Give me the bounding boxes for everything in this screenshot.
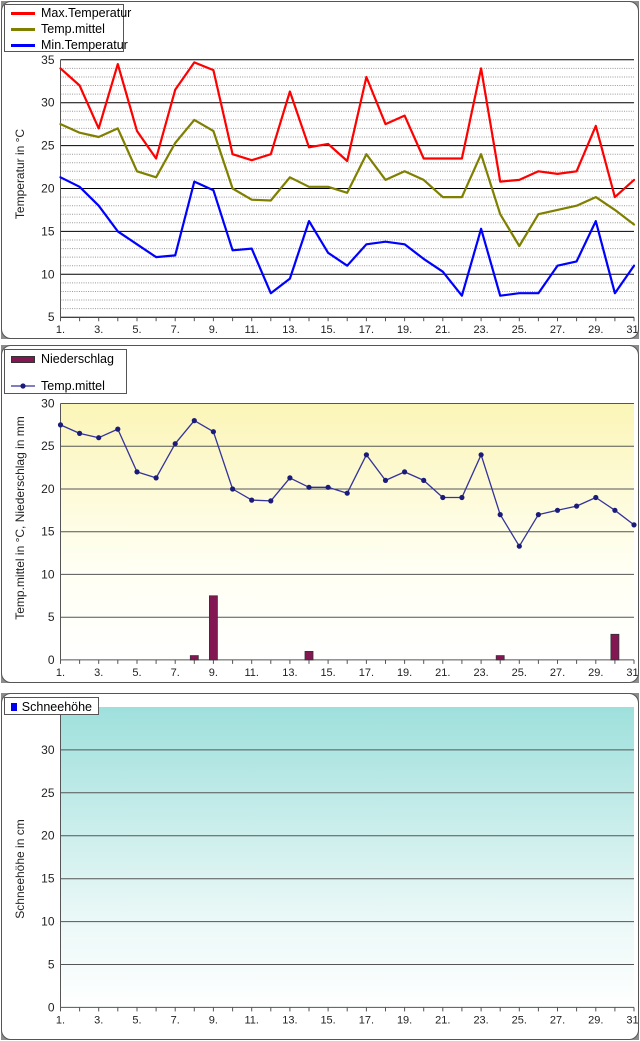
svg-text:15.: 15.	[320, 1014, 335, 1026]
svg-text:20: 20	[41, 482, 55, 496]
svg-text:13.: 13.	[282, 1014, 297, 1026]
svg-text:15: 15	[41, 525, 55, 539]
svg-text:3.: 3.	[94, 324, 103, 336]
svg-text:20: 20	[41, 829, 55, 843]
svg-text:23.: 23.	[473, 667, 488, 679]
svg-text:31.: 31.	[626, 324, 639, 336]
svg-text:5.: 5.	[132, 324, 141, 336]
svg-text:13.: 13.	[282, 667, 297, 679]
svg-text:30: 30	[41, 96, 55, 110]
svg-text:Temperatur in °C: Temperatur in °C	[13, 129, 27, 219]
svg-text:3.: 3.	[94, 667, 103, 679]
svg-text:17.: 17.	[359, 324, 374, 336]
svg-text:9.: 9.	[209, 324, 218, 336]
svg-text:31.: 31.	[626, 667, 639, 679]
svg-text:Schneehöhe in cm: Schneehöhe in cm	[13, 819, 27, 918]
svg-text:10: 10	[41, 567, 55, 581]
svg-text:21.: 21.	[435, 1014, 450, 1026]
svg-text:25: 25	[41, 439, 55, 453]
svg-text:15.: 15.	[320, 667, 335, 679]
svg-text:17.: 17.	[359, 1014, 374, 1026]
svg-text:25.: 25.	[512, 667, 527, 679]
svg-text:25: 25	[41, 139, 55, 153]
svg-text:5.: 5.	[132, 1014, 141, 1026]
svg-text:5: 5	[48, 310, 55, 324]
svg-text:11.: 11.	[244, 667, 258, 679]
svg-text:7.: 7.	[171, 1014, 180, 1026]
svg-text:19.: 19.	[397, 324, 412, 336]
svg-text:17.: 17.	[359, 667, 374, 679]
svg-text:20: 20	[41, 182, 55, 196]
svg-text:7.: 7.	[171, 667, 180, 679]
svg-text:1.: 1.	[56, 1014, 65, 1026]
svg-text:5.: 5.	[132, 667, 141, 679]
svg-text:Temp.mittel in °C, Niederschla: Temp.mittel in °C, Niederschlag in mm	[13, 416, 27, 620]
svg-text:30: 30	[41, 397, 55, 411]
svg-text:21.: 21.	[435, 324, 450, 336]
svg-text:7.: 7.	[171, 324, 180, 336]
svg-text:21.: 21.	[435, 667, 450, 679]
svg-text:1.: 1.	[56, 667, 65, 679]
svg-text:11.: 11.	[244, 324, 258, 336]
svg-text:9.: 9.	[209, 1014, 218, 1026]
svg-text:15: 15	[41, 224, 55, 238]
svg-text:10: 10	[41, 915, 55, 929]
svg-text:30: 30	[41, 743, 55, 757]
svg-text:29.: 29.	[588, 1014, 603, 1026]
svg-text:3.: 3.	[94, 1014, 103, 1026]
svg-text:15: 15	[41, 872, 55, 886]
svg-text:25.: 25.	[512, 1014, 527, 1026]
svg-text:25: 25	[41, 786, 55, 800]
svg-text:27.: 27.	[550, 667, 565, 679]
svg-text:5: 5	[48, 958, 55, 972]
svg-text:0: 0	[48, 1000, 55, 1014]
svg-text:9.: 9.	[209, 667, 218, 679]
svg-text:27.: 27.	[550, 1014, 565, 1026]
svg-text:15.: 15.	[320, 324, 335, 336]
svg-text:27.: 27.	[550, 324, 565, 336]
svg-text:35: 35	[41, 53, 55, 67]
svg-text:10: 10	[41, 267, 55, 281]
svg-text:29.: 29.	[588, 667, 603, 679]
svg-text:0: 0	[48, 653, 55, 667]
svg-text:11.: 11.	[244, 1014, 258, 1026]
svg-text:5: 5	[48, 610, 55, 624]
svg-text:29.: 29.	[588, 324, 603, 336]
svg-text:19.: 19.	[397, 667, 412, 679]
svg-text:25.: 25.	[512, 324, 527, 336]
svg-text:23.: 23.	[473, 324, 488, 336]
svg-text:23.: 23.	[473, 1014, 488, 1026]
svg-text:19.: 19.	[397, 1014, 412, 1026]
svg-text:1.: 1.	[56, 324, 65, 336]
svg-text:13.: 13.	[282, 324, 297, 336]
svg-text:31.: 31.	[626, 1014, 639, 1026]
